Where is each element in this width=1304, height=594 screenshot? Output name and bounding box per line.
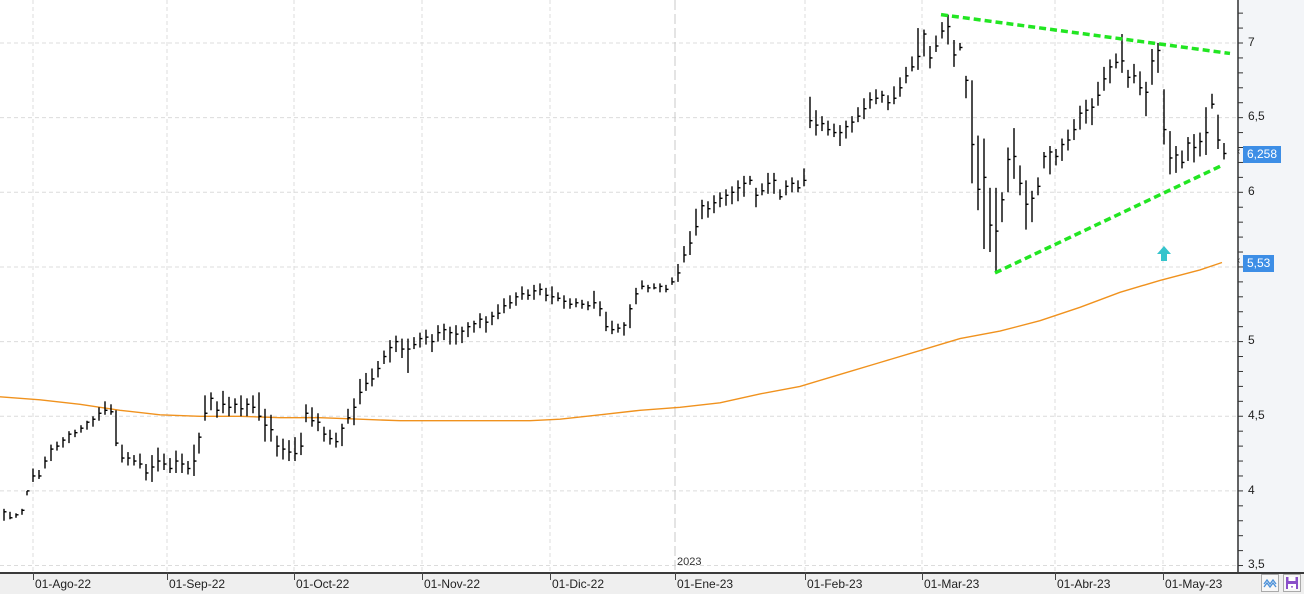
last-price-tag: 6,258	[1243, 146, 1282, 163]
x-label: 01-Dic-22	[552, 577, 605, 591]
x-tick	[805, 572, 806, 580]
price-chart-svg	[0, 0, 1237, 572]
x-label: 01-Ago-22	[35, 577, 92, 591]
x-tick	[167, 572, 168, 580]
x-label: 01-Abr-23	[1057, 577, 1111, 591]
y-axis[interactable]	[1237, 0, 1304, 572]
y-label: 6,5	[1248, 109, 1265, 123]
last-price-pointer-icon: ‹	[1237, 146, 1241, 157]
y-label: 3,5	[1248, 557, 1265, 571]
x-label: 01-Nov-22	[424, 577, 481, 591]
save-icon	[1286, 577, 1298, 589]
x-label: 01-Sep-22	[169, 577, 226, 591]
x-label: 01-Feb-23	[807, 577, 863, 591]
save-button[interactable]	[1283, 574, 1301, 592]
chart-type-button[interactable]	[1261, 574, 1279, 592]
ma-value-tag: 5,53	[1243, 255, 1275, 272]
x-tick	[33, 572, 34, 580]
x-label: 01-Ene-23	[677, 577, 734, 591]
x-tick	[1163, 572, 1164, 580]
y-label: 4	[1248, 483, 1255, 497]
plot-area[interactable]	[0, 0, 1237, 572]
x-tick	[550, 572, 551, 580]
x-label: 01-May-23	[1165, 577, 1223, 591]
y-label: 4,5	[1248, 408, 1265, 422]
x-tick	[294, 572, 295, 580]
y-label: 7	[1248, 35, 1255, 49]
y-axis-ticks	[1237, 0, 1243, 572]
x-tick	[1055, 572, 1056, 580]
x-tick	[675, 572, 676, 580]
x-axis[interactable]: 01-Ago-22 01-Sep-22 01-Oct-22 01-Nov-22 …	[0, 572, 1304, 594]
ma-value-pointer-icon: ‹	[1237, 255, 1241, 266]
x-tick	[922, 572, 923, 580]
x-tick	[422, 572, 423, 580]
x-label: 01-Mar-23	[924, 577, 980, 591]
y-label: 6	[1248, 184, 1255, 198]
line-chart-icon	[1263, 578, 1277, 589]
year-marker: 2023	[677, 556, 702, 568]
x-label: 01-Oct-22	[296, 577, 350, 591]
y-label: 5	[1248, 333, 1255, 347]
